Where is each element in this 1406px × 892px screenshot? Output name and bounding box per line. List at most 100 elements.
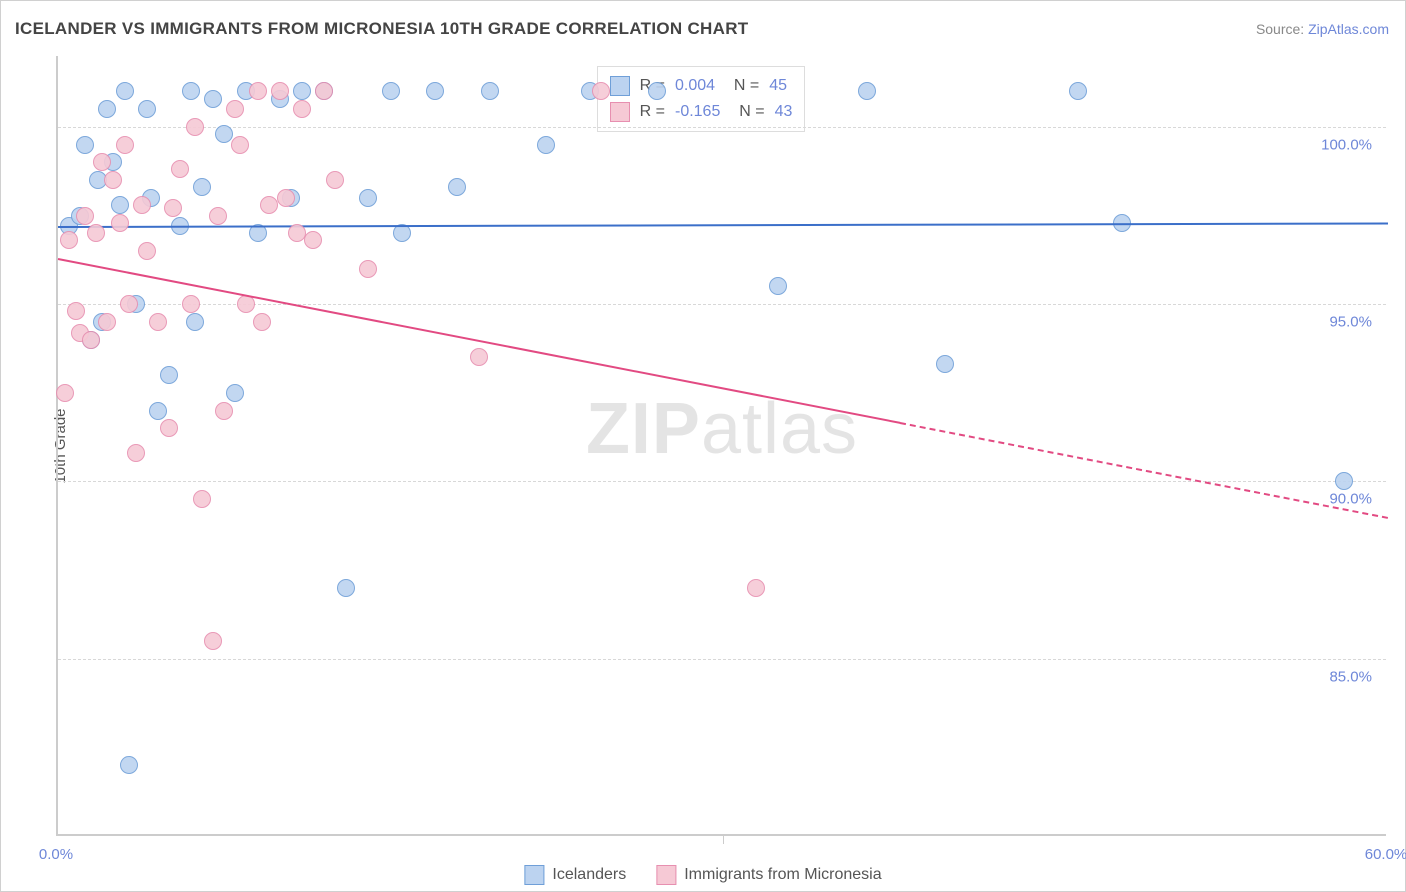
data-point bbox=[337, 579, 355, 597]
data-point bbox=[116, 82, 134, 100]
data-point bbox=[60, 231, 78, 249]
stats-row: R = -0.165 N = 43 bbox=[610, 99, 793, 125]
legend-swatch bbox=[524, 865, 544, 885]
data-point bbox=[120, 295, 138, 313]
data-point bbox=[82, 331, 100, 349]
data-point bbox=[116, 136, 134, 154]
data-point bbox=[182, 82, 200, 100]
legend-item: Icelanders bbox=[524, 865, 626, 885]
source-link[interactable]: ZipAtlas.com bbox=[1308, 21, 1389, 37]
x-tick-label: 0.0% bbox=[39, 846, 73, 863]
data-point bbox=[448, 178, 466, 196]
plot-area: ZIPatlas R = 0.004 N = 45R = -0.165 N = … bbox=[56, 56, 1386, 836]
stats-row: R = 0.004 N = 45 bbox=[610, 73, 793, 99]
data-point bbox=[138, 100, 156, 118]
data-point bbox=[111, 214, 129, 232]
data-point bbox=[470, 348, 488, 366]
data-point bbox=[747, 579, 765, 597]
gridline bbox=[58, 481, 1386, 482]
data-point bbox=[67, 302, 85, 320]
data-point bbox=[315, 82, 333, 100]
data-point bbox=[149, 313, 167, 331]
data-point bbox=[226, 100, 244, 118]
data-point bbox=[326, 171, 344, 189]
legend-swatch bbox=[610, 76, 630, 96]
data-point bbox=[127, 444, 145, 462]
data-point bbox=[936, 355, 954, 373]
chart-container: ICELANDER VS IMMIGRANTS FROM MICRONESIA … bbox=[0, 0, 1406, 892]
data-point bbox=[56, 384, 74, 402]
y-tick-label: 85.0% bbox=[1329, 668, 1372, 685]
legend-swatch bbox=[656, 865, 676, 885]
data-point bbox=[120, 756, 138, 774]
data-point bbox=[111, 196, 129, 214]
legend-label: Icelanders bbox=[552, 866, 626, 884]
source-label: Source: ZipAtlas.com bbox=[1256, 21, 1389, 37]
data-point bbox=[149, 402, 167, 420]
gridline bbox=[58, 304, 1386, 305]
data-point bbox=[293, 82, 311, 100]
data-point bbox=[359, 260, 377, 278]
data-point bbox=[304, 231, 322, 249]
data-point bbox=[160, 419, 178, 437]
data-point bbox=[186, 313, 204, 331]
data-point bbox=[98, 100, 116, 118]
bottom-legend: Icelanders Immigrants from Micronesia bbox=[524, 865, 881, 885]
n-value: 43 bbox=[775, 103, 793, 121]
data-point bbox=[271, 82, 289, 100]
data-point bbox=[249, 82, 267, 100]
y-tick-label: 90.0% bbox=[1329, 491, 1372, 508]
data-point bbox=[182, 295, 200, 313]
data-point bbox=[260, 196, 278, 214]
data-point bbox=[359, 189, 377, 207]
data-point bbox=[769, 277, 787, 295]
data-point bbox=[204, 632, 222, 650]
data-point bbox=[537, 136, 555, 154]
data-point bbox=[592, 82, 610, 100]
data-point bbox=[1069, 82, 1087, 100]
r-value: 0.004 bbox=[675, 77, 715, 95]
y-tick-label: 100.0% bbox=[1321, 136, 1372, 153]
data-point bbox=[164, 199, 182, 217]
data-point bbox=[231, 136, 249, 154]
data-point bbox=[209, 207, 227, 225]
n-value: 45 bbox=[769, 77, 787, 95]
data-point bbox=[160, 366, 178, 384]
r-value: -0.165 bbox=[675, 103, 720, 121]
watermark: ZIPatlas bbox=[586, 388, 858, 470]
data-point bbox=[98, 313, 116, 331]
data-point bbox=[204, 90, 222, 108]
data-point bbox=[293, 100, 311, 118]
data-point bbox=[277, 189, 295, 207]
data-point bbox=[1335, 472, 1353, 490]
data-point bbox=[382, 82, 400, 100]
data-point bbox=[226, 384, 244, 402]
x-tick bbox=[723, 834, 724, 844]
y-tick-label: 95.0% bbox=[1329, 314, 1372, 331]
data-point bbox=[186, 118, 204, 136]
legend-swatch bbox=[610, 102, 630, 122]
legend-item: Immigrants from Micronesia bbox=[656, 865, 881, 885]
data-point bbox=[215, 402, 233, 420]
data-point bbox=[93, 153, 111, 171]
data-point bbox=[171, 160, 189, 178]
data-point bbox=[133, 196, 151, 214]
data-point bbox=[253, 313, 271, 331]
data-point bbox=[138, 242, 156, 260]
data-point bbox=[193, 490, 211, 508]
data-point bbox=[858, 82, 876, 100]
gridline bbox=[58, 127, 1386, 128]
data-point bbox=[87, 224, 105, 242]
data-point bbox=[76, 207, 94, 225]
data-point bbox=[426, 82, 444, 100]
data-point bbox=[76, 136, 94, 154]
stats-legend-box: R = 0.004 N = 45R = -0.165 N = 43 bbox=[597, 66, 806, 132]
data-point bbox=[104, 171, 122, 189]
data-point bbox=[481, 82, 499, 100]
chart-title: ICELANDER VS IMMIGRANTS FROM MICRONESIA … bbox=[15, 19, 748, 39]
data-point bbox=[648, 82, 666, 100]
gridline bbox=[58, 659, 1386, 660]
data-point bbox=[193, 178, 211, 196]
legend-label: Immigrants from Micronesia bbox=[684, 866, 881, 884]
trend-line bbox=[900, 422, 1388, 519]
